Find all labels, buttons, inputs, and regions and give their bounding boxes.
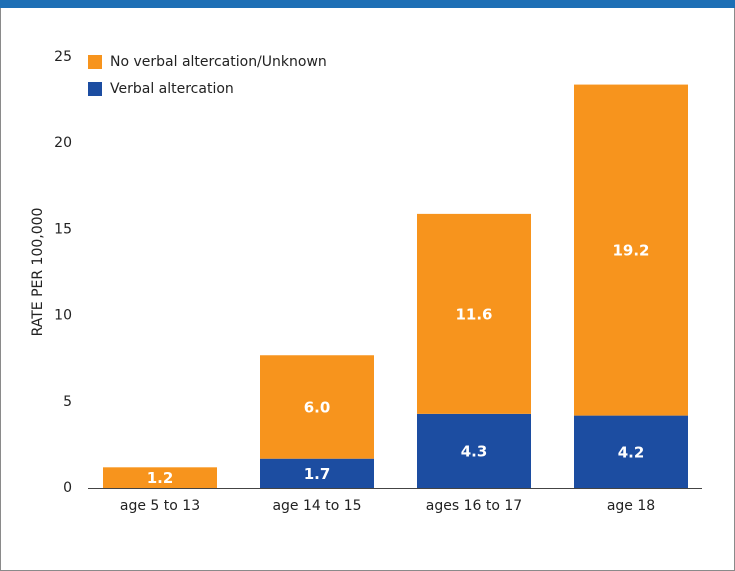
bar-segment <box>103 467 217 488</box>
value-label: 4.3 <box>461 442 488 460</box>
value-label: 6.0 <box>304 398 331 416</box>
value-label: 4.2 <box>618 443 645 461</box>
bar-segment <box>574 84 688 416</box>
y-tick-label: 0 <box>63 480 72 496</box>
bar-segment <box>260 458 374 488</box>
value-label: 1.2 <box>147 469 174 487</box>
y-tick-label: 15 <box>54 221 72 237</box>
x-tick-label: age 18 <box>607 498 655 514</box>
bar-segment <box>417 213 531 414</box>
value-label: 19.2 <box>612 242 649 260</box>
legend-label: No verbal altercation/Unknown <box>110 54 327 70</box>
value-label: 11.6 <box>455 305 492 323</box>
top-band <box>0 0 735 8</box>
legend-swatch <box>88 55 102 69</box>
y-tick-label: 10 <box>54 308 72 324</box>
x-tick-label: age 14 to 15 <box>272 498 361 514</box>
y-tick-label: 20 <box>54 135 72 151</box>
y-tick-label: 25 <box>54 49 72 65</box>
x-tick-label: ages 16 to 17 <box>426 498 522 514</box>
legend-label: Verbal altercation <box>110 81 234 97</box>
bar-segment <box>260 355 374 459</box>
bar-segment <box>417 413 531 488</box>
legend-swatch <box>88 82 102 96</box>
y-axis-label: RATE PER 100,000 <box>30 208 46 337</box>
y-tick-label: 5 <box>63 394 72 410</box>
bar-segment <box>574 415 688 488</box>
value-label: 1.7 <box>304 465 331 483</box>
x-tick-label: age 5 to 13 <box>120 498 200 514</box>
